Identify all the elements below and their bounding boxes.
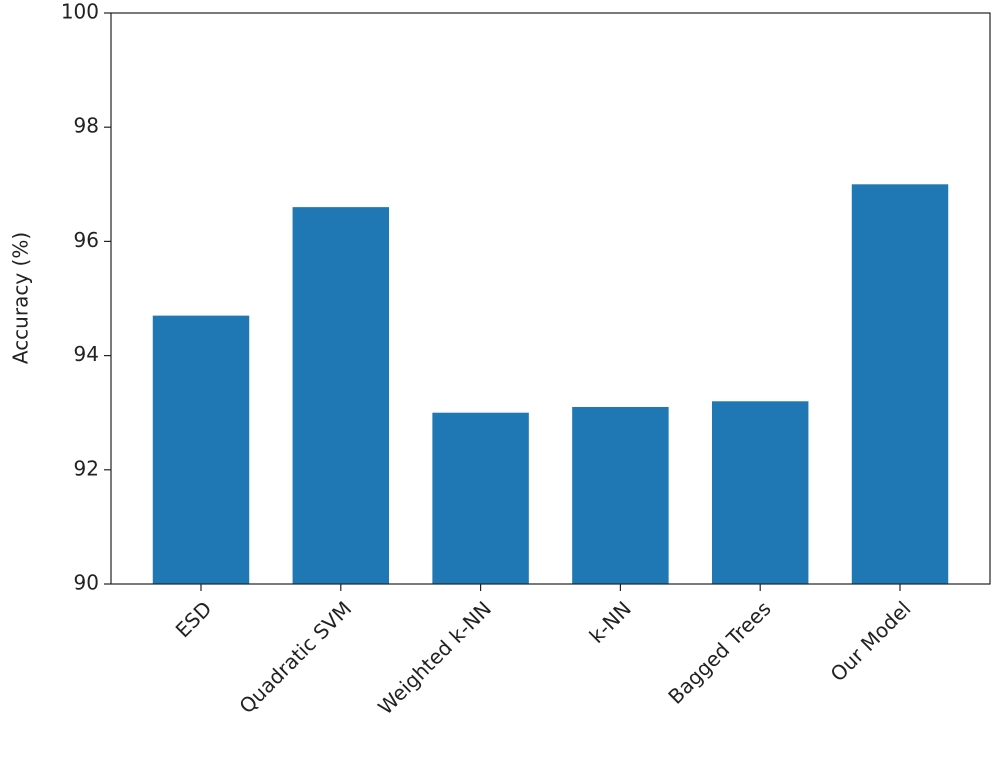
y-tick-label: 100	[61, 0, 99, 24]
y-tick-label: 98	[74, 114, 99, 138]
bar	[292, 207, 390, 584]
y-tick-label: 90	[74, 571, 99, 595]
bar	[572, 406, 669, 584]
plot-frame	[110, 12, 991, 585]
bar	[711, 401, 809, 584]
bar	[152, 315, 250, 584]
y-tick-label: 94	[74, 342, 99, 366]
bar	[432, 412, 529, 584]
x-tick-label: ESD	[171, 596, 217, 642]
x-tick-label: k-NN	[584, 596, 635, 647]
x-tick-label: Weighted k-NN	[373, 596, 496, 719]
bar	[851, 184, 949, 585]
x-tick-label: Our Model	[826, 596, 916, 686]
x-tick-label: Quadratic SVM	[234, 596, 356, 718]
x-tick-label: Bagged Trees	[663, 596, 775, 708]
y-tick-label: 92	[74, 456, 99, 480]
y-axis-label: Accuracy (%)	[9, 232, 33, 364]
y-tick-label: 96	[74, 228, 99, 252]
